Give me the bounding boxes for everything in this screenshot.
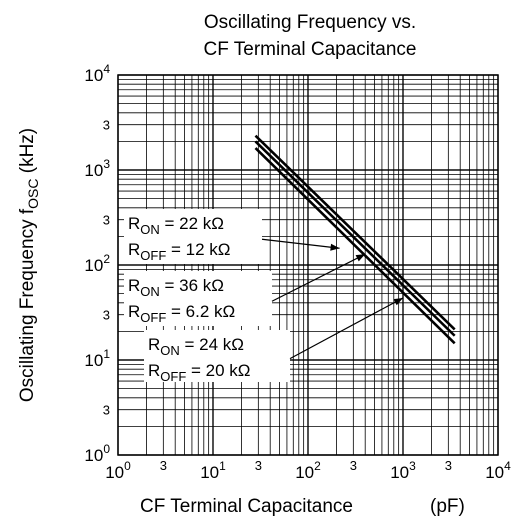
leader-line bbox=[289, 297, 404, 360]
y-tick-label: 3 bbox=[103, 403, 110, 418]
chart-title: Oscillating Frequency vs. bbox=[204, 12, 416, 33]
y-tick-label: 102 bbox=[84, 252, 110, 275]
y-tick-label: 104 bbox=[84, 62, 110, 85]
tick-labels: 100 3 101 3 102 3 103 3 104 100 3 101 3 102 3 103 3 104 bbox=[84, 62, 511, 482]
x-tick-label: 104 bbox=[485, 459, 511, 482]
legend-entry-label: ROFF = 12 kΩ bbox=[128, 240, 231, 263]
legend-entry-2: RON = 36 kΩ ROFF = 6.2 kΩ bbox=[124, 253, 366, 326]
series-line-3 bbox=[254, 147, 456, 345]
x-axis-unit: (pF) bbox=[430, 496, 465, 517]
x-tick-label: 3 bbox=[255, 458, 262, 473]
leader-line bbox=[261, 238, 340, 249]
y-tick-label: 101 bbox=[84, 347, 110, 370]
x-tick-label: 100 bbox=[105, 459, 131, 482]
y-tick-label: 3 bbox=[103, 213, 110, 228]
arrowhead bbox=[330, 243, 340, 251]
legend-entry-label: ROFF = 20 kΩ bbox=[148, 361, 251, 384]
series-line-2 bbox=[254, 140, 456, 337]
plot-frame bbox=[117, 74, 499, 456]
series-layer bbox=[254, 134, 456, 345]
legend-annotations: RON = 22 kΩ ROFF = 12 kΩ RON = 36 kΩ ROFF =… bbox=[124, 209, 404, 384]
chart-subtitle: CF Terminal Capacitance bbox=[204, 39, 417, 60]
legend-entry-label: RON = 22 kΩ bbox=[128, 214, 224, 237]
y-axis-label: Oscillating Frequency fOSC (kHz) bbox=[17, 128, 41, 402]
arrowhead bbox=[393, 297, 403, 306]
y-tick-label: 3 bbox=[103, 308, 110, 323]
x-tick-label: 102 bbox=[295, 459, 321, 482]
y-tick-label: 103 bbox=[84, 157, 110, 180]
x-tick-label: 101 bbox=[200, 459, 226, 482]
y-tick-label: 3 bbox=[103, 118, 110, 133]
legend-entry-3: RON = 24 kΩ ROFF = 20 kΩ bbox=[144, 297, 404, 384]
legend-entry-background bbox=[144, 330, 290, 382]
legend-entry-1: RON = 22 kΩ ROFF = 12 kΩ bbox=[124, 209, 340, 264]
x-tick-label: 3 bbox=[445, 458, 452, 473]
legend-entry-label: RON = 24 kΩ bbox=[148, 335, 244, 358]
x-tick-label: 103 bbox=[390, 459, 416, 482]
grid bbox=[117, 74, 499, 456]
x-axis-label: CF Terminal Capacitance bbox=[140, 496, 353, 517]
leader-line bbox=[271, 253, 366, 302]
legend-entry-background bbox=[124, 209, 262, 264]
x-tick-label: 3 bbox=[350, 458, 357, 473]
legend-entry-label: ROFF = 6.2 kΩ bbox=[128, 302, 235, 325]
legend-entry-label: RON = 36 kΩ bbox=[128, 276, 224, 299]
legend-entry-background bbox=[124, 271, 272, 326]
x-tick-label: 3 bbox=[160, 458, 167, 473]
y-tick-label: 100 bbox=[84, 442, 110, 465]
arrowhead bbox=[355, 254, 366, 262]
series-line-1 bbox=[254, 134, 456, 331]
